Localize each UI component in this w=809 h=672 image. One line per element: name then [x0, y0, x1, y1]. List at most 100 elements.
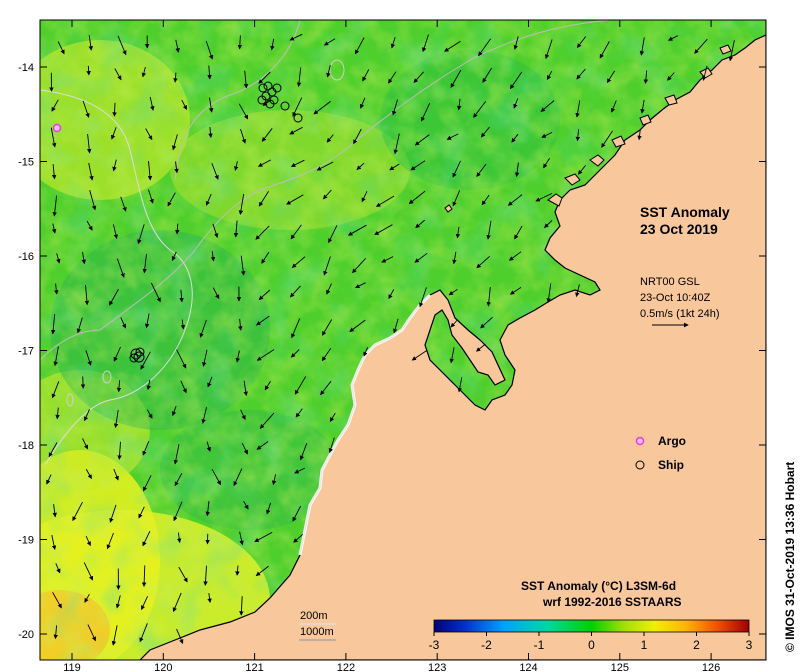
current-arrow — [328, 437, 335, 454]
current-arrow — [546, 283, 552, 303]
current-arrow — [55, 407, 60, 420]
current-arrow — [46, 474, 52, 485]
current-arrow — [313, 101, 331, 115]
current-arrow — [294, 467, 305, 474]
current-arrow — [326, 64, 331, 78]
current-arrow — [50, 127, 57, 148]
current-arrow — [180, 319, 186, 330]
current-arrow — [480, 316, 493, 329]
current-arrow — [243, 70, 249, 89]
current-arrow — [144, 313, 150, 329]
current-arrow — [233, 468, 243, 487]
colorbar-tick-label: 0 — [588, 638, 595, 652]
current-arrow — [174, 472, 183, 487]
x-tick-label: 119 — [63, 662, 81, 672]
current-arrow — [142, 253, 147, 274]
current-arrow — [48, 442, 58, 458]
current-arrow — [81, 251, 87, 265]
current-arrow — [323, 256, 331, 276]
y-tick-label: -14 — [18, 62, 34, 74]
current-arrow — [83, 562, 94, 581]
map-title: SST Anomaly — [640, 204, 730, 220]
current-arrow — [235, 350, 240, 363]
current-arrow — [599, 41, 610, 59]
current-vectors — [46, 33, 735, 646]
current-arrow — [171, 251, 177, 261]
current-arrow — [109, 504, 117, 523]
current-arrow — [88, 35, 94, 51]
current-arrow — [264, 380, 271, 391]
current-arrow — [271, 474, 277, 486]
current-arrow — [51, 223, 57, 234]
colorbar-tick-label: -2 — [481, 638, 492, 652]
current-arrow — [254, 531, 273, 542]
current-arrow — [142, 475, 152, 492]
current-arrow — [53, 346, 59, 367]
current-arrow — [326, 283, 332, 295]
current-arrow — [286, 194, 304, 205]
current-arrow — [140, 351, 151, 370]
current-arrow — [208, 97, 214, 113]
current-arrow — [207, 65, 212, 80]
current-arrow — [540, 100, 555, 112]
current-arrow — [452, 190, 461, 207]
current-arrow — [326, 134, 334, 143]
y-tick-label: -19 — [18, 535, 34, 547]
seamount-contour — [66, 393, 74, 407]
y-tick-label: -16 — [18, 251, 34, 263]
current-arrow — [147, 409, 153, 419]
current-arrow — [89, 189, 97, 211]
current-arrow — [257, 159, 272, 167]
current-arrow — [478, 38, 491, 57]
ship-marker — [135, 347, 145, 357]
seamount-contour — [329, 59, 345, 81]
current-arrow — [111, 625, 118, 646]
ship-markers — [129, 81, 303, 363]
x-tick-label: 124 — [519, 662, 537, 672]
current-arrow — [575, 100, 581, 118]
current-arrow — [392, 318, 399, 334]
current-arrow — [452, 251, 457, 265]
ship-marker — [293, 113, 303, 123]
current-arrow — [476, 163, 487, 178]
current-arrow — [109, 288, 119, 306]
current-arrow — [179, 289, 184, 303]
current-arrow — [289, 126, 303, 135]
current-arrow — [145, 128, 153, 141]
current-arrow — [422, 34, 429, 53]
current-arrow — [53, 625, 58, 640]
current-arrow — [243, 380, 248, 397]
current-arrow — [290, 349, 300, 358]
current-arrow — [256, 349, 275, 361]
current-arrow — [321, 348, 332, 362]
colorbar-tick-label: 3 — [746, 638, 753, 652]
current-arrow — [295, 408, 303, 418]
current-arrow — [148, 189, 154, 204]
current-arrow — [210, 251, 216, 262]
current-arrow — [233, 220, 239, 238]
current-arrow — [173, 444, 180, 465]
current-arrow — [576, 36, 587, 48]
bathymetry-contour-1000m — [40, 329, 101, 361]
current-arrow — [116, 258, 125, 278]
current-arrow — [87, 624, 96, 642]
current-arrow — [408, 190, 426, 205]
current-arrow — [606, 70, 615, 84]
coastline-fringe — [298, 293, 432, 556]
y-tick-label: -20 — [18, 629, 34, 641]
current-arrow — [393, 133, 400, 155]
current-arrow — [117, 35, 127, 56]
current-arrow — [576, 68, 586, 80]
current-arrow — [266, 502, 272, 515]
current-arrow — [83, 409, 90, 422]
current-arrow — [110, 127, 117, 140]
y-tick-label: -18 — [18, 440, 34, 452]
current-arrow — [361, 191, 368, 203]
current-arrow — [51, 534, 57, 551]
colorbar-tick-label: 1 — [641, 638, 648, 652]
current-time: 23-Oct 10:40Z — [640, 292, 711, 304]
current-arrow — [258, 289, 271, 301]
current-arrow — [82, 100, 90, 118]
current-arrow — [201, 407, 207, 424]
current-arrow — [359, 97, 366, 109]
